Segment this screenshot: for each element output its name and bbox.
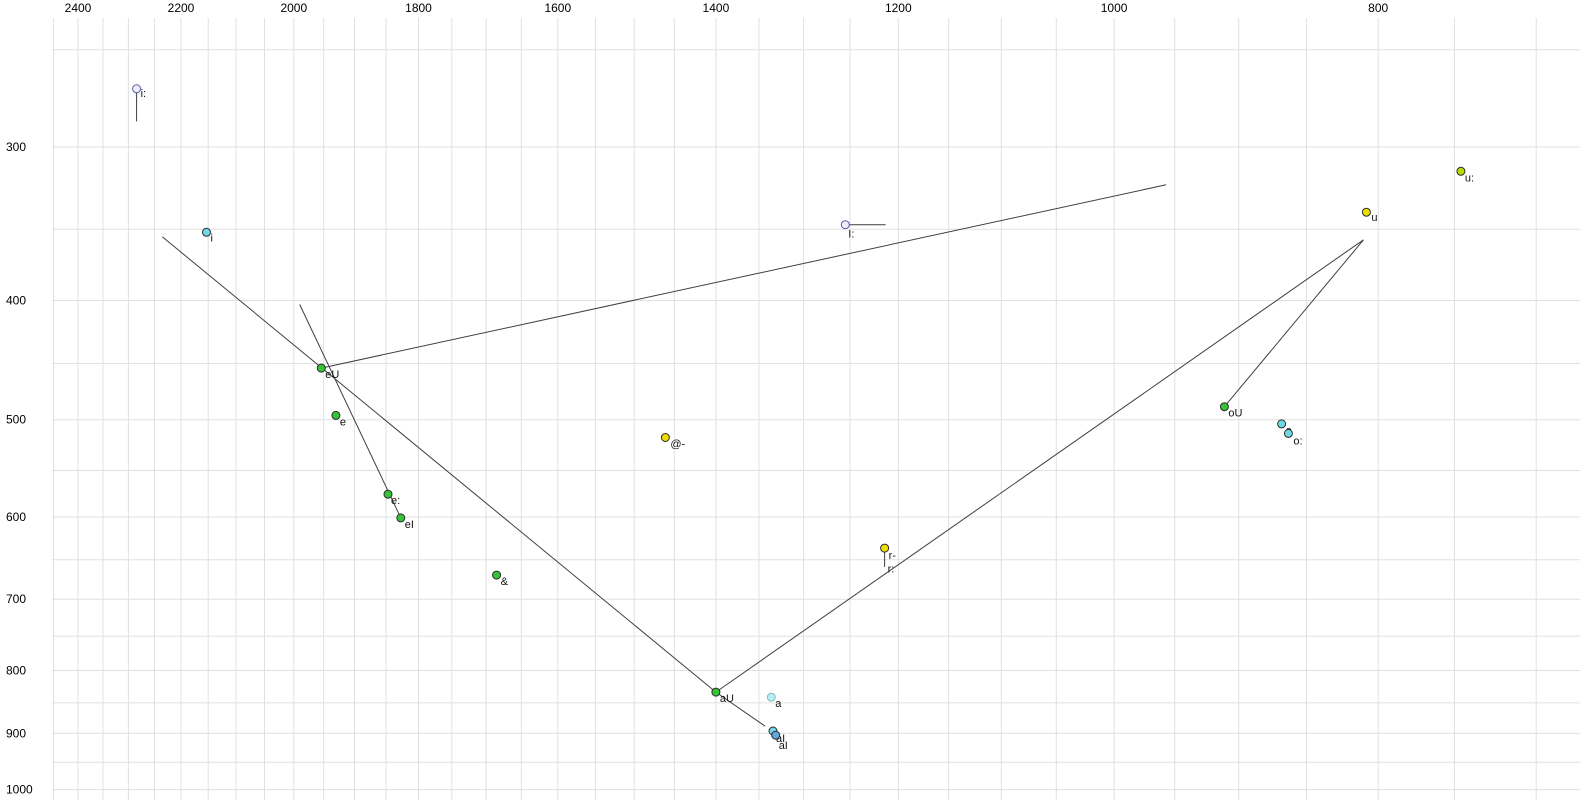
vowel-point-oU[interactable] <box>1219 402 1229 412</box>
vowel-point-label: i <box>211 232 213 244</box>
trajectories <box>136 88 1364 727</box>
y-tick-label: 600 <box>6 510 26 524</box>
vowel-point-aI[interactable] <box>771 730 781 740</box>
vowel-point-label: eI <box>405 519 414 531</box>
vowel-point-u[interactable] <box>1361 207 1371 217</box>
grid <box>52 18 1580 800</box>
vowel-point-eI[interactable] <box>396 513 406 523</box>
x-tick-label: 2000 <box>280 1 307 15</box>
vowel-point-label: a <box>775 698 782 710</box>
vowel-point-I:[interactable] <box>840 220 850 230</box>
trajectory-line <box>1224 239 1364 408</box>
vowel-point-label: @- <box>670 439 685 451</box>
vowel-point-label: e: <box>391 495 400 507</box>
vowel-point-label: eU <box>325 369 339 381</box>
vowel-point-label: & <box>501 576 509 588</box>
y-tick-label: 300 <box>6 140 26 154</box>
vowel-point-eU[interactable] <box>316 363 326 373</box>
trajectory-line <box>321 184 1167 369</box>
trajectory-line <box>715 691 766 727</box>
vowel-point-i[interactable] <box>202 227 211 237</box>
vowel-point-label: i: <box>141 88 147 100</box>
vowel-point-label: aI <box>776 733 785 745</box>
vowel-point-label: r- <box>889 550 897 562</box>
vowel-point-a[interactable] <box>766 692 776 702</box>
trajectory-line <box>161 236 717 693</box>
vowel-point-o:[interactable] <box>1283 428 1293 438</box>
vowel-point-@-[interactable] <box>660 433 670 442</box>
vowel-point-e[interactable] <box>331 410 341 420</box>
vowel-point-label: u <box>1371 212 1377 224</box>
axis-tick-labels: 2400 2200 2000 1800 1600 1400 1200 1000 800 300 40… <box>6 1 1389 797</box>
x-tick-label: 2200 <box>168 1 195 15</box>
x-tick-label: 2400 <box>65 1 92 15</box>
vowel-point-aU[interactable] <box>711 687 721 697</box>
x-tick-label: 1400 <box>703 1 730 15</box>
vowel-point-label: u: <box>1465 172 1474 184</box>
y-tick-label: 900 <box>6 726 26 740</box>
y-tick-label: 400 <box>6 294 26 308</box>
vowel-point-r-[interactable] <box>880 543 890 553</box>
vowel-point-label: o: <box>1293 435 1302 447</box>
vowel-point-o[interactable] <box>1277 419 1287 429</box>
vowel-point-label: oU <box>1228 408 1242 420</box>
y-tick-label: 1000 <box>6 783 33 797</box>
vowel-point-label: I: <box>848 229 854 241</box>
trajectory-line <box>715 239 1364 693</box>
vowel-point-label: e <box>340 416 346 428</box>
vowel-point-i:[interactable] <box>132 84 142 94</box>
x-tick-label: 1800 <box>405 1 432 15</box>
vowel-point-e:[interactable] <box>383 489 393 499</box>
x-tick-label: 1000 <box>1101 1 1128 15</box>
y-tick-label: 800 <box>6 664 26 678</box>
vowel-point-label: aU <box>720 693 734 705</box>
x-tick-label: 1200 <box>885 1 912 15</box>
x-tick-label: 800 <box>1368 1 1388 15</box>
y-tick-label: 500 <box>6 413 26 427</box>
x-tick-label: 1600 <box>544 1 571 15</box>
vowel-point-&[interactable] <box>492 570 502 580</box>
vowel-point-label: aI <box>779 740 788 752</box>
y-tick-label: 700 <box>6 592 26 606</box>
vowel-point-u:[interactable] <box>1456 166 1466 176</box>
vowel-point-label: r: <box>888 564 895 576</box>
trajectory-line <box>299 304 402 519</box>
